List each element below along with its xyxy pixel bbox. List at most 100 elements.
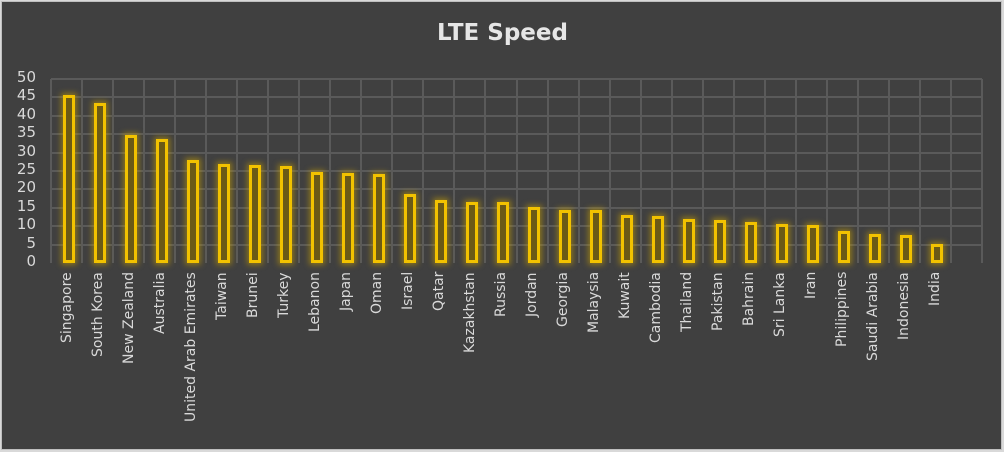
x-tick-label: Saudi Arabia xyxy=(865,272,882,361)
gridline-vertical xyxy=(174,79,176,263)
gridline-vertical xyxy=(81,79,83,263)
bar-sri-lanka xyxy=(776,224,789,263)
bar-turkey xyxy=(279,166,292,263)
bar-bahrain xyxy=(745,221,758,263)
bar-united-arab-emirates xyxy=(186,160,199,263)
y-tick-label: 10 xyxy=(16,215,36,234)
x-tick-label: Philippines xyxy=(834,271,851,347)
y-tick-label: 25 xyxy=(16,160,36,178)
x-tick-label: India xyxy=(927,271,944,306)
y-tick-label: 50 xyxy=(16,68,36,86)
x-tick-label: Georgia xyxy=(555,272,572,327)
y-tick-label: 35 xyxy=(16,123,36,142)
gridline-vertical xyxy=(422,79,424,263)
bar-taiwan xyxy=(217,164,230,263)
x-tick-label: Cambodia xyxy=(648,272,665,343)
bar-israel xyxy=(403,194,416,263)
bar-philippines xyxy=(838,230,851,263)
bar-saudi-arabia xyxy=(869,233,882,263)
x-tick-label: Kazakhstan xyxy=(461,272,478,353)
x-tick-label: New Zealand xyxy=(120,272,137,364)
gridline-vertical xyxy=(267,79,269,263)
gridline-vertical xyxy=(578,79,580,263)
x-tick-label: Israel xyxy=(399,271,416,310)
y-tick-label: 45 xyxy=(16,86,36,105)
x-tick-label: Kuwait xyxy=(617,272,634,319)
gridline-vertical xyxy=(298,79,300,263)
bar-russia xyxy=(496,202,509,263)
x-tick-label: United Arab Emirates xyxy=(182,272,199,422)
x-tick-label: Turkey xyxy=(275,272,292,318)
bar-brunei xyxy=(248,165,261,263)
gridline-vertical xyxy=(112,79,114,263)
x-tick-label: Bahrain xyxy=(741,271,758,326)
x-tick-label: Pakistan xyxy=(710,272,727,331)
gridline-vertical xyxy=(857,79,859,263)
gridline-vertical xyxy=(143,79,145,263)
bar-qatar xyxy=(434,200,447,263)
bar-japan xyxy=(341,173,354,263)
x-tick-label: Qatar xyxy=(430,271,447,311)
gridline-vertical xyxy=(453,79,455,263)
gridline-vertical xyxy=(671,79,673,263)
gridline-vertical xyxy=(360,79,362,263)
gridline-vertical xyxy=(981,79,983,263)
gridline-vertical xyxy=(795,79,797,263)
gridline-vertical xyxy=(733,79,735,263)
bar-india xyxy=(931,243,944,263)
gridline-vertical xyxy=(484,79,486,263)
bar-kazakhstan xyxy=(465,202,478,263)
bar-cambodia xyxy=(652,215,665,263)
gridline-vertical xyxy=(609,79,611,263)
gridline-vertical xyxy=(640,79,642,263)
x-tick-label: Brunei xyxy=(244,272,261,318)
x-tick-label: Japan xyxy=(337,271,354,311)
x-tick-label: Iran xyxy=(803,271,820,299)
x-tick-label: Jordan xyxy=(524,272,541,317)
gridline-vertical xyxy=(391,79,393,263)
bar-jordan xyxy=(528,207,541,263)
gridline-vertical xyxy=(236,79,238,263)
y-tick-label: 5 xyxy=(26,233,36,252)
bar-kuwait xyxy=(621,215,634,263)
bar-thailand xyxy=(683,218,696,263)
chart-title: LTE Speed xyxy=(437,20,568,46)
bar-australia xyxy=(155,139,168,263)
bar-singapore xyxy=(62,95,75,263)
gridline-vertical xyxy=(826,79,828,263)
bar-oman xyxy=(372,174,385,263)
x-tick-label: Indonesia xyxy=(896,272,913,340)
gridline-vertical xyxy=(764,79,766,263)
x-tick-label: Oman xyxy=(368,271,385,314)
x-tick-label: South Korea xyxy=(89,272,106,357)
x-tick-label: Sri Lanka xyxy=(772,272,789,337)
x-tick-label: Thailand xyxy=(679,271,696,332)
bar-lebanon xyxy=(310,172,323,263)
y-tick-label: 20 xyxy=(16,178,36,197)
gridline-vertical xyxy=(950,79,952,263)
x-tick-label: Malaysia xyxy=(586,271,603,333)
gridline-vertical xyxy=(919,79,921,263)
gridline-vertical xyxy=(547,79,549,263)
y-tick-label: 15 xyxy=(16,196,36,215)
gridline-vertical xyxy=(888,79,890,263)
y-tick-label: 0 xyxy=(26,252,36,270)
gridline-vertical xyxy=(50,79,52,263)
gridline-vertical xyxy=(516,79,518,263)
y-tick-label: 30 xyxy=(16,141,36,160)
bar-malaysia xyxy=(590,210,603,263)
gridline-vertical xyxy=(329,79,331,263)
gridline-vertical xyxy=(205,79,207,263)
bar-south-korea xyxy=(93,103,106,263)
bar-new-zealand xyxy=(124,134,137,263)
x-tick-label: Russia xyxy=(492,271,509,317)
bar-indonesia xyxy=(900,234,913,263)
bar-georgia xyxy=(559,210,572,263)
plot-area xyxy=(50,78,983,263)
x-tick-label: Taiwan xyxy=(213,272,230,320)
x-tick-label: Singapore xyxy=(58,272,75,343)
bar-iran xyxy=(807,224,820,263)
x-tick-label: Australia xyxy=(151,272,168,334)
bar-pakistan xyxy=(714,219,727,263)
